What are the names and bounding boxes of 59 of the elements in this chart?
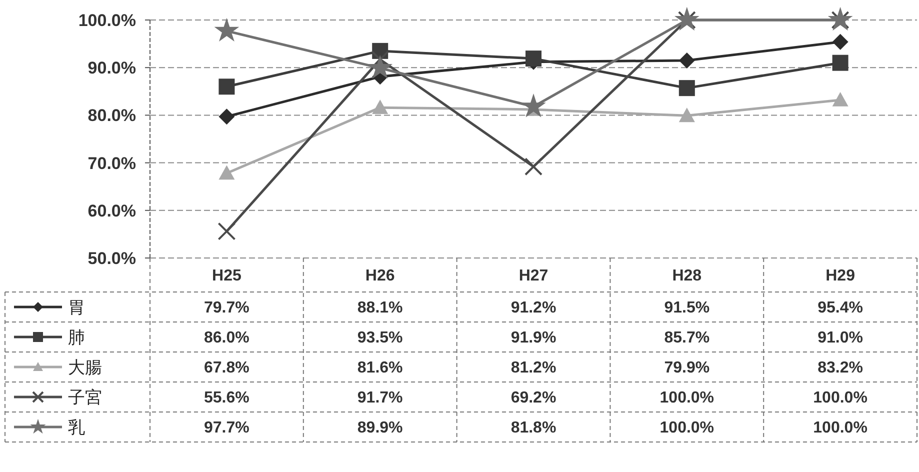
data-label: 97.7%: [204, 420, 250, 437]
data-label: 91.9%: [510, 330, 556, 347]
data-label: 81.2%: [510, 360, 556, 377]
legend-label: 子宮: [68, 388, 102, 407]
point: [214, 18, 240, 42]
data-label: 79.9%: [664, 360, 710, 377]
data-label: 100.0%: [813, 390, 868, 407]
point: [678, 108, 695, 122]
y-tick-label: 50.0%: [88, 248, 136, 268]
data-label: 83.2%: [818, 360, 863, 377]
point: [218, 78, 235, 95]
point: [218, 165, 235, 180]
point: [832, 92, 848, 106]
data-label: 79.7%: [204, 300, 250, 317]
point: [674, 6, 700, 31]
data-label: 69.2%: [510, 390, 556, 407]
y-tick-label: 70.0%: [88, 154, 136, 173]
legend-label: 胃: [68, 298, 85, 317]
point: [372, 100, 388, 114]
point: [832, 34, 848, 50]
x-tick-label: H26: [365, 268, 395, 285]
point: [368, 55, 393, 79]
data-label: 100.0%: [660, 390, 714, 407]
point: [218, 108, 235, 125]
data-label: 86.0%: [204, 330, 250, 347]
data-label: 81.8%: [510, 420, 556, 437]
data-label: 55.6%: [204, 390, 250, 407]
x-tick-label: H29: [826, 268, 856, 285]
data-label: 91.5%: [664, 300, 710, 317]
data-label: 100.0%: [660, 420, 714, 437]
data-label: 85.7%: [664, 330, 710, 347]
data-label: 95.4%: [818, 300, 863, 317]
data-label: 100.0%: [813, 420, 868, 437]
data-label: 91.0%: [818, 330, 863, 347]
y-tick-label: 60.0%: [88, 201, 136, 220]
point: [678, 52, 695, 68]
data-label: 93.5%: [357, 330, 403, 347]
data-label: 91.2%: [510, 300, 556, 317]
data-label: 81.6%: [357, 360, 403, 377]
point: [832, 54, 848, 71]
point: [524, 158, 542, 176]
point: [218, 222, 236, 240]
x-tick-label: H27: [518, 268, 548, 285]
point: [521, 94, 546, 118]
y-tick-label: 80.0%: [88, 106, 136, 126]
point: [526, 50, 542, 67]
legend-label: 乳: [68, 418, 85, 437]
y-tick-label: 100.0%: [78, 10, 136, 30]
point: [678, 80, 695, 96]
y-tick-label: 90.0%: [88, 58, 136, 78]
data-label: 88.1%: [357, 300, 403, 317]
x-tick-label: H25: [212, 268, 242, 285]
point: [828, 6, 853, 31]
legend-label: 肺: [68, 328, 85, 347]
data-label: 67.8%: [204, 360, 250, 377]
legend-label: 大腸: [68, 358, 102, 377]
data-label: 89.9%: [357, 420, 403, 437]
x-tick-label: H28: [672, 268, 702, 285]
data-label: 91.7%: [357, 390, 403, 407]
